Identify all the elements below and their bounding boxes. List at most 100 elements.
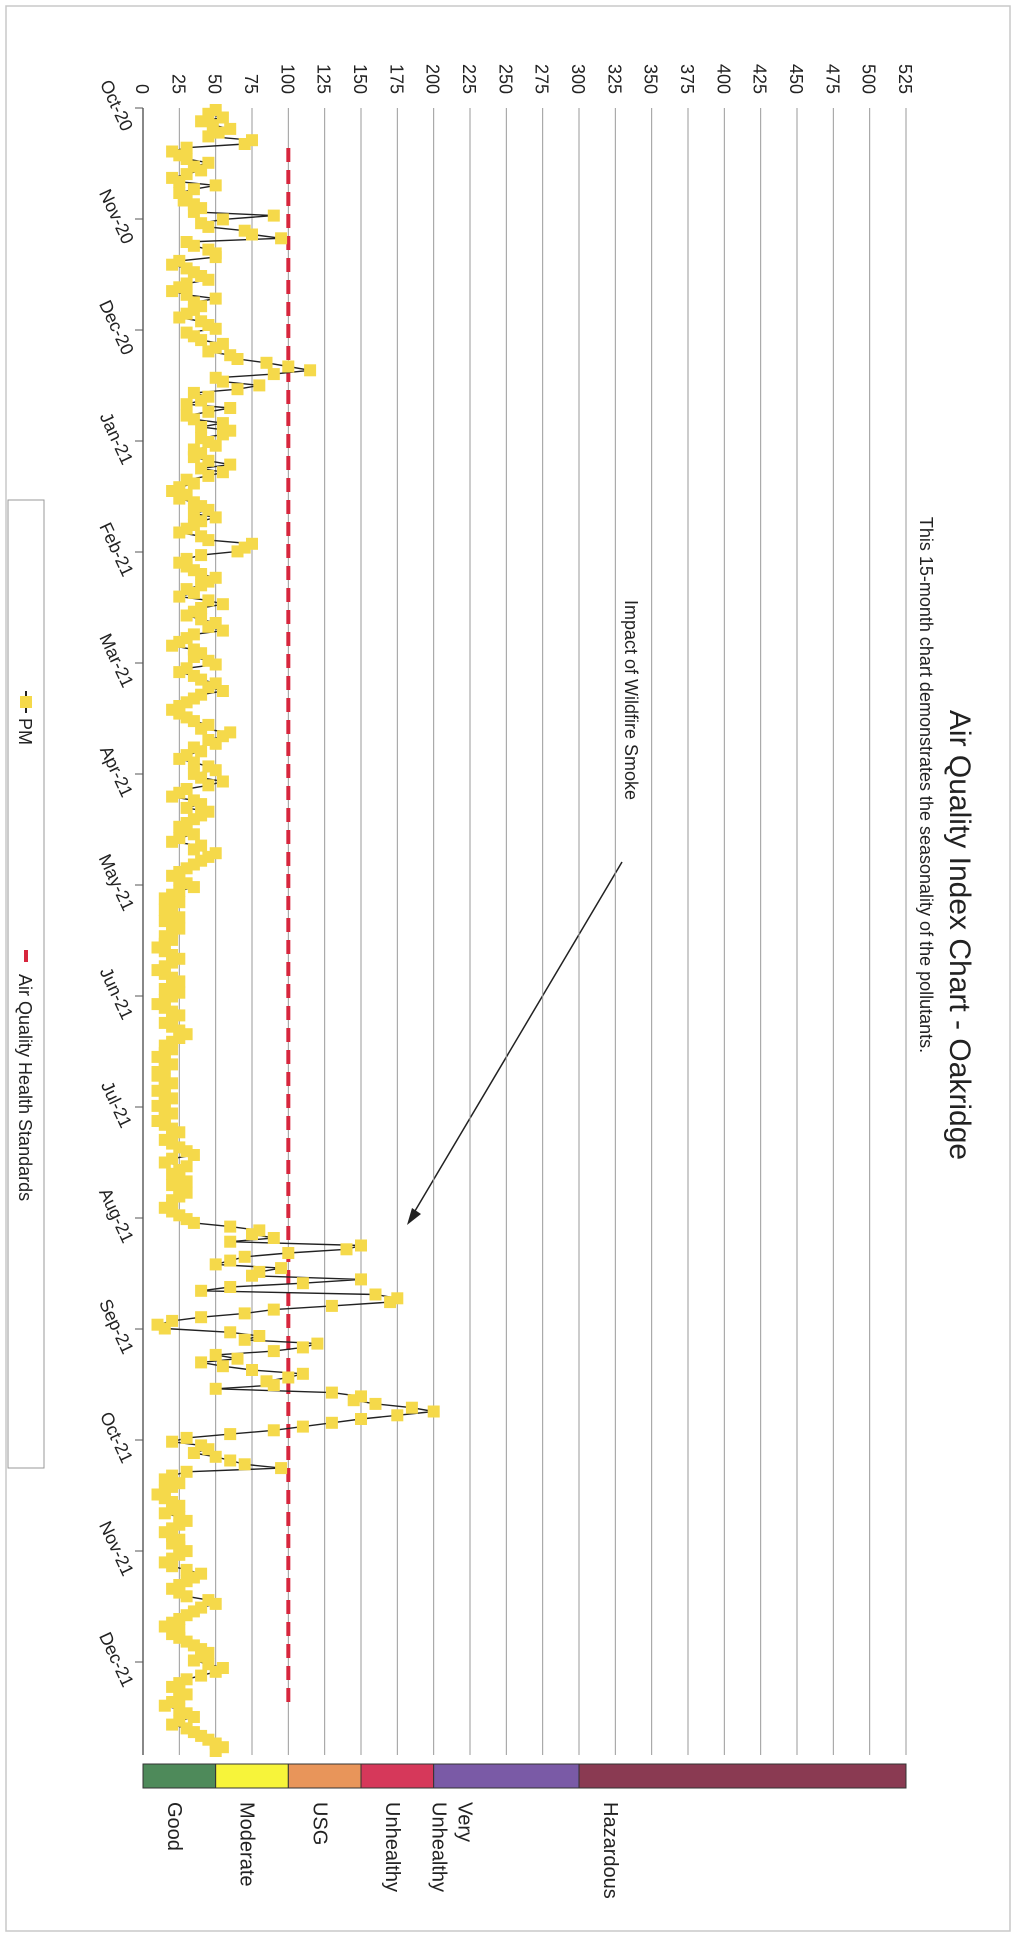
pm-point — [209, 251, 222, 264]
pm-point — [296, 1420, 309, 1433]
pm-point — [427, 1405, 440, 1418]
pm-point — [202, 620, 215, 633]
y-tick-label: 200 — [423, 64, 443, 94]
pm-point — [166, 1020, 179, 1033]
pm-point — [311, 1337, 324, 1350]
chart-border — [5, 5, 1011, 1932]
pm-point — [216, 685, 229, 697]
pm-point — [224, 122, 237, 135]
pm-point — [246, 1364, 258, 1376]
pm-point — [209, 1258, 222, 1271]
y-axis-ticks: 0 25 50 75 100 125 150 175 200 225 250 275 300 325 350… — [132, 64, 915, 94]
pm-point — [224, 1326, 237, 1339]
pm-point — [216, 598, 229, 611]
pm-point — [282, 360, 295, 373]
y-tick-label: 400 — [713, 64, 733, 94]
pm-point — [212, 126, 225, 139]
pm-point — [253, 379, 266, 392]
pm-point — [369, 1397, 382, 1410]
pm-point — [224, 1454, 237, 1467]
annotation-arrowhead — [407, 1208, 421, 1225]
y-tick-label: 325 — [604, 64, 624, 94]
pm-point — [195, 722, 208, 735]
pm-point — [173, 311, 186, 324]
aqi-band — [360, 1763, 435, 1789]
pm-point — [216, 775, 229, 788]
pm-point — [195, 334, 208, 347]
x-tick-label: Dec-21 — [95, 1629, 138, 1690]
pm-point — [355, 1239, 367, 1252]
aqi-band-label: Good — [163, 1802, 185, 1851]
x-tick-label: Feb-21 — [95, 519, 137, 579]
pm-point — [187, 1654, 200, 1667]
pm-point — [224, 1220, 237, 1233]
pm-point — [158, 1156, 171, 1169]
aqi-band — [578, 1763, 907, 1789]
pm-point — [166, 835, 179, 848]
chart-subtitle: This 15-month chart demonstrates the sea… — [916, 517, 936, 1053]
pm-point — [209, 737, 222, 750]
pm-point — [384, 1296, 397, 1309]
pm-point — [202, 130, 215, 143]
pm-point — [209, 179, 222, 192]
x-tick-label: Mar-21 — [95, 630, 137, 690]
pm-point — [173, 590, 186, 603]
y-tick-label: 350 — [641, 64, 661, 94]
pm-point — [166, 790, 179, 803]
pm-point — [180, 398, 193, 411]
y-tick-label: 25 — [168, 74, 188, 94]
pm-point — [187, 205, 200, 218]
legend-item-pm: PM — [15, 691, 35, 745]
pm-point — [246, 228, 258, 241]
pm-point — [253, 1224, 266, 1237]
pm-point — [173, 666, 186, 679]
y-tick-label: 300 — [568, 64, 588, 94]
pm-point — [355, 1273, 367, 1286]
pm-point — [246, 1228, 258, 1241]
pm-point — [173, 526, 186, 539]
aqi-band — [142, 1763, 217, 1789]
pm-point — [187, 1711, 200, 1723]
pm-point — [340, 1243, 353, 1256]
y-tick-label: 75 — [241, 74, 261, 94]
pm-point — [209, 439, 222, 452]
pm-point — [209, 322, 222, 335]
pm-point — [177, 194, 190, 207]
annotation-arrow — [411, 861, 623, 1217]
pm-point — [187, 756, 200, 769]
aqi-band — [433, 1763, 580, 1789]
pm-point — [209, 292, 222, 305]
pm-point — [231, 383, 244, 396]
grid — [142, 108, 907, 1755]
y-tick-label: 500 — [859, 64, 879, 94]
pm-point — [195, 549, 208, 562]
pm-point — [260, 356, 273, 369]
pm-point — [275, 232, 288, 245]
pm-point — [158, 1322, 171, 1335]
y-tick-label: 125 — [314, 64, 334, 94]
aqi-band-label: Moderate — [236, 1802, 258, 1887]
pm-point — [202, 779, 215, 792]
pm-point — [246, 1269, 258, 1282]
pm-point — [296, 1277, 309, 1290]
pm-point — [216, 111, 229, 124]
pm-point — [216, 428, 229, 441]
y-tick-label: 175 — [386, 64, 406, 94]
pm-point — [216, 1360, 229, 1373]
pm-point — [173, 752, 186, 765]
y-tick-label: 475 — [822, 64, 842, 94]
pm-point — [195, 394, 208, 407]
pm-point — [238, 138, 251, 150]
pm-line — [155, 109, 434, 1752]
pm-point — [166, 639, 179, 652]
pm-point — [195, 420, 208, 433]
pm-point — [275, 1262, 288, 1275]
pm-point — [166, 1435, 179, 1448]
pm-point — [195, 164, 208, 177]
pm-point — [231, 1352, 244, 1365]
legend-pm-label: PM — [15, 718, 35, 745]
pm-point — [180, 1465, 193, 1478]
y-tick-label: 250 — [495, 64, 515, 94]
pm-point — [187, 586, 200, 599]
